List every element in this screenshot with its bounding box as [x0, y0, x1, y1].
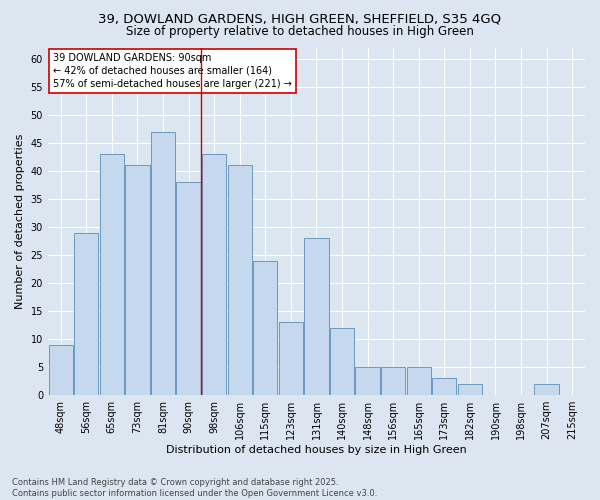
Bar	[535, 384, 559, 395]
Bar	[432, 378, 457, 395]
Bar	[176, 182, 201, 395]
Bar	[381, 367, 406, 395]
X-axis label: Distribution of detached houses by size in High Green: Distribution of detached houses by size …	[166, 445, 467, 455]
Text: 39 DOWLAND GARDENS: 90sqm
← 42% of detached houses are smaller (164)
57% of semi: 39 DOWLAND GARDENS: 90sqm ← 42% of detac…	[53, 52, 292, 89]
Y-axis label: Number of detached properties: Number of detached properties	[15, 134, 25, 309]
Bar	[407, 367, 431, 395]
Text: 39, DOWLAND GARDENS, HIGH GREEN, SHEFFIELD, S35 4GQ: 39, DOWLAND GARDENS, HIGH GREEN, SHEFFIE…	[98, 12, 502, 26]
Bar	[279, 322, 303, 395]
Bar	[458, 384, 482, 395]
Bar	[202, 154, 226, 395]
Text: Contains HM Land Registry data © Crown copyright and database right 2025.
Contai: Contains HM Land Registry data © Crown c…	[12, 478, 377, 498]
Bar	[253, 260, 277, 395]
Bar	[49, 344, 73, 395]
Bar	[125, 166, 149, 395]
Bar	[227, 166, 252, 395]
Text: Size of property relative to detached houses in High Green: Size of property relative to detached ho…	[126, 25, 474, 38]
Bar	[304, 238, 329, 395]
Bar	[74, 232, 98, 395]
Bar	[330, 328, 354, 395]
Bar	[355, 367, 380, 395]
Bar	[151, 132, 175, 395]
Bar	[100, 154, 124, 395]
